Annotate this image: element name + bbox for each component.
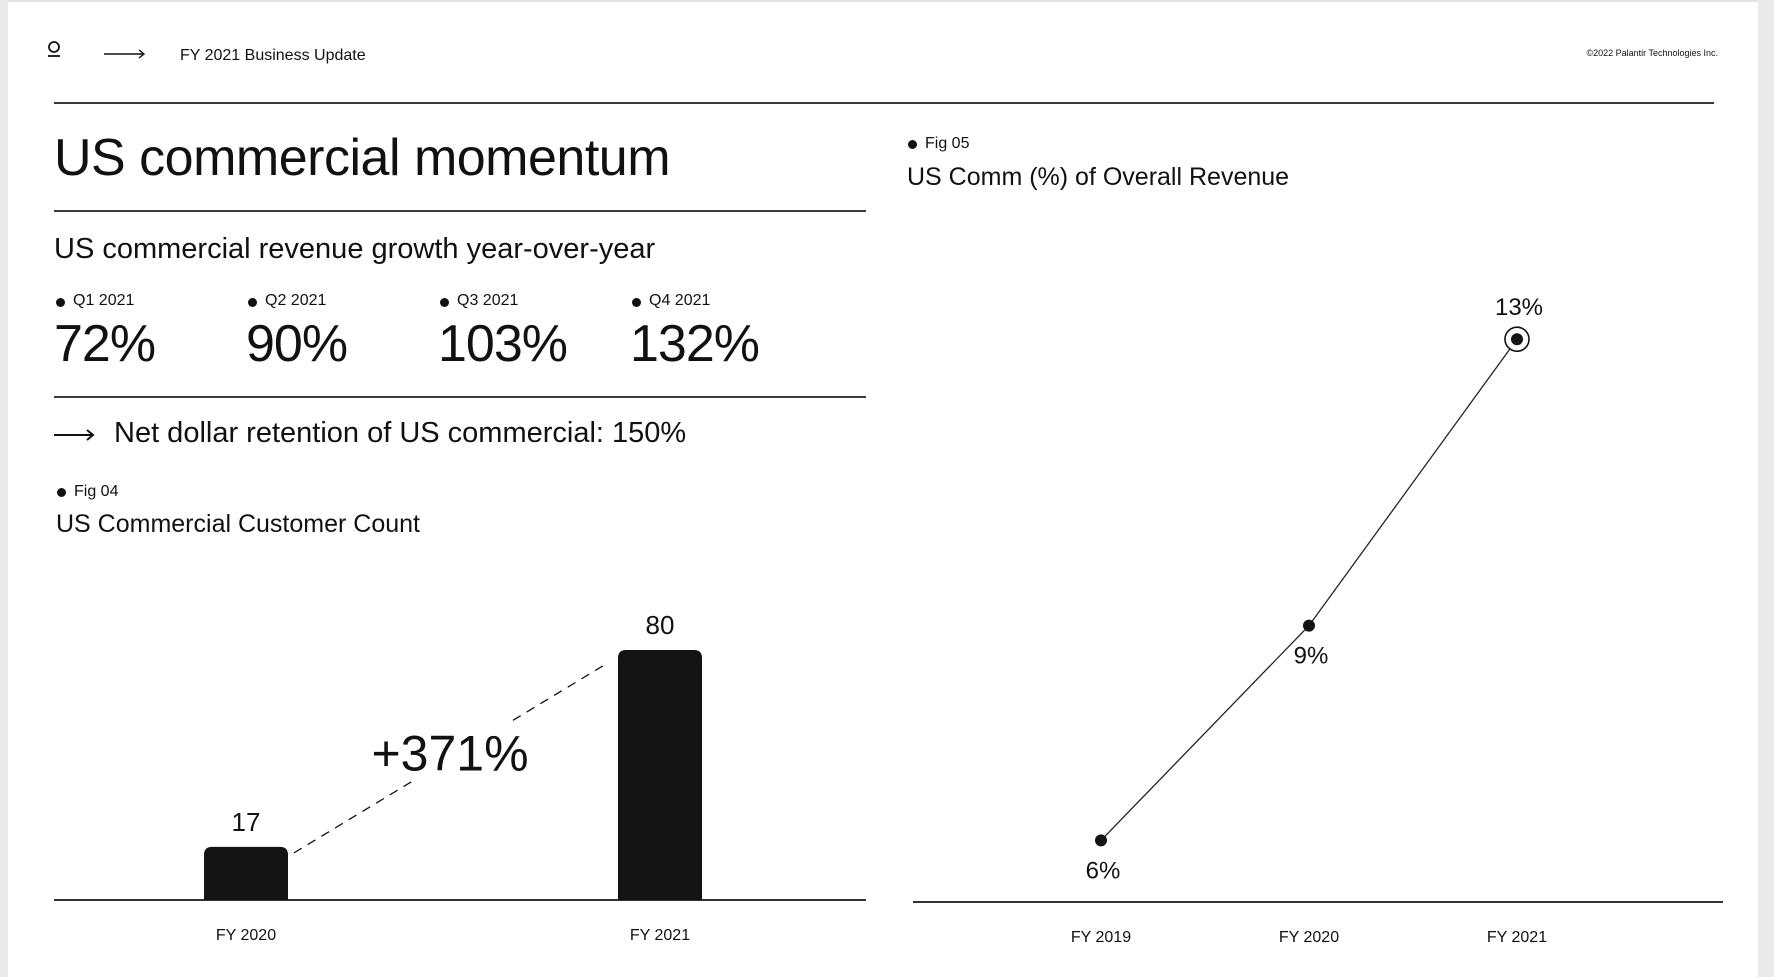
data-label: 9% xyxy=(1294,643,1329,670)
kpi-value: 103% xyxy=(438,315,568,373)
fig-bullet xyxy=(908,140,917,149)
fig-04-title: US Commercial Customer Count xyxy=(56,510,420,538)
bullet xyxy=(248,298,257,307)
bullet xyxy=(440,298,449,307)
long-arrow-right-icon xyxy=(104,49,146,59)
kpi-value: 132% xyxy=(630,315,760,373)
x-tick-label: FY 2020 xyxy=(216,927,276,944)
data-point xyxy=(1095,834,1107,847)
kpi-value: 72% xyxy=(54,315,156,373)
kpi-label: Q3 2021 xyxy=(457,292,519,309)
long-arrow-right-icon xyxy=(54,429,95,441)
bar xyxy=(618,650,702,900)
data-point xyxy=(1511,333,1523,346)
bar-value-label: 17 xyxy=(232,807,261,837)
fig-05-title: US Comm (%) of Overall Revenue xyxy=(907,163,1290,191)
header-divider xyxy=(54,102,1714,104)
customer-count-bar-chart: 17 FY 2020 80 FY 2021 +371% xyxy=(54,610,866,944)
kpi-divider xyxy=(54,396,866,398)
bullet xyxy=(632,298,641,307)
revenue-share-line-chart: 6% FY 2019 9% FY 2020 13% FY 2021 xyxy=(913,294,1723,946)
kpi-value: 90% xyxy=(246,315,348,373)
fig-04-label: Fig 04 xyxy=(74,483,119,500)
breadcrumb: FY 2021 Business Update xyxy=(180,47,366,64)
bar xyxy=(204,846,288,900)
fig-bullet xyxy=(57,488,66,497)
title-divider xyxy=(54,210,866,212)
kpi-label: Q2 2021 xyxy=(265,292,327,309)
slide: FY 2021 Business Update ©2022 Palantir T… xyxy=(8,0,1758,977)
annotation-background xyxy=(370,722,530,781)
x-tick-label: FY 2019 xyxy=(1071,929,1131,946)
net-dollar-retention: Net dollar retention of US commercial: 1… xyxy=(114,417,687,449)
kpi-label: Q1 2021 xyxy=(73,292,135,309)
x-tick-label: FY 2021 xyxy=(630,927,690,944)
series-line xyxy=(1100,338,1518,841)
x-tick-label: FY 2021 xyxy=(1487,929,1547,946)
bar-value-label: 80 xyxy=(646,610,675,640)
fig-05-label: Fig 05 xyxy=(925,135,970,152)
growth-annotation: +371% xyxy=(371,725,528,781)
palantir-logo-icon xyxy=(48,41,60,57)
x-tick-label: FY 2020 xyxy=(1279,929,1339,946)
page-title: US commercial momentum xyxy=(54,129,671,187)
bullet xyxy=(56,298,65,307)
growth-heading: US commercial revenue growth year-over-y… xyxy=(54,233,656,265)
data-point xyxy=(1303,619,1315,632)
kpi-label: Q4 2021 xyxy=(649,292,711,309)
copyright: ©2022 Palantir Technologies Inc. xyxy=(1586,48,1718,58)
data-label: 6% xyxy=(1086,857,1121,884)
data-label: 13% xyxy=(1495,294,1543,321)
